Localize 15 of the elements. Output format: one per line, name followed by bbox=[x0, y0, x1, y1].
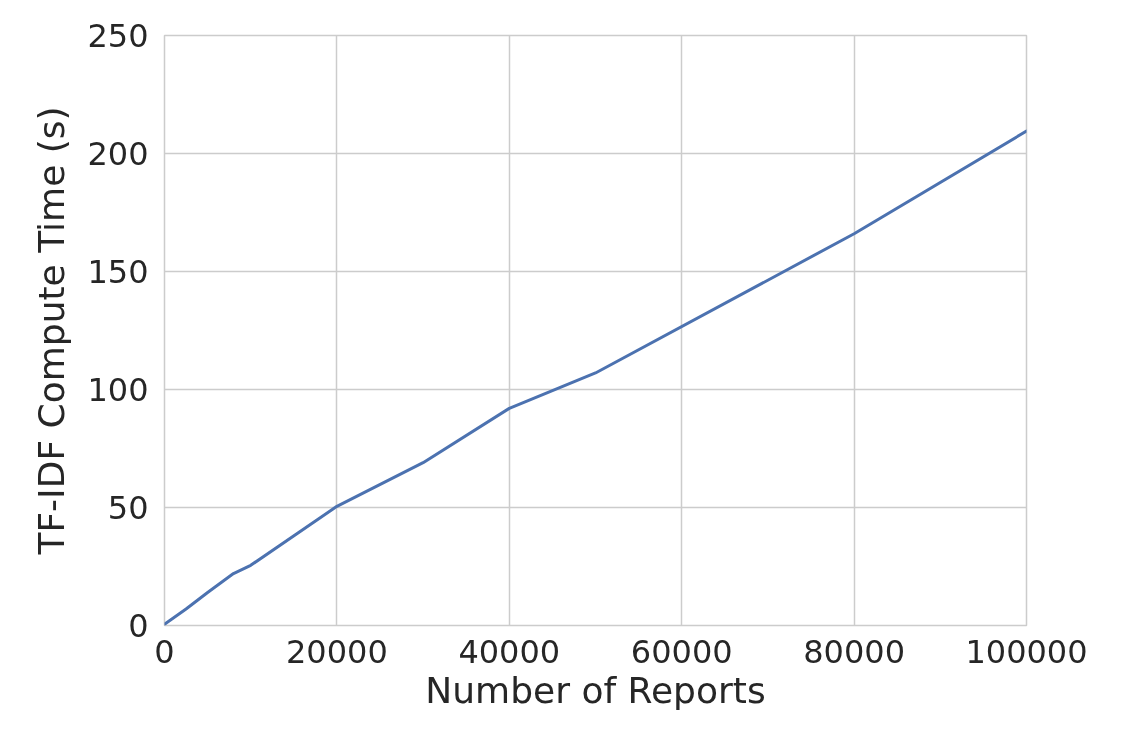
y-axis-title: TF-IDF Compute Time (s) bbox=[31, 106, 73, 556]
y-tick-label: 200 bbox=[87, 135, 149, 173]
x-tick-label: 40000 bbox=[458, 632, 561, 671]
y-tick-label: 50 bbox=[107, 489, 149, 527]
y-tick-label: 250 bbox=[87, 17, 149, 55]
line-series bbox=[164, 129, 1027, 626]
y-tick-label: 150 bbox=[87, 253, 149, 291]
x-tick-label: 80000 bbox=[803, 632, 905, 671]
y-tick-label: 100 bbox=[87, 371, 149, 409]
x-tick-label: 100000 bbox=[965, 632, 1088, 671]
x-tick-label: 60000 bbox=[630, 632, 733, 671]
x-tick-label: 20000 bbox=[286, 632, 388, 671]
x-tick-label: 0 bbox=[154, 632, 175, 671]
x-axis-title: Number of Reports bbox=[425, 669, 766, 711]
y-tick-label: 0 bbox=[128, 607, 149, 645]
